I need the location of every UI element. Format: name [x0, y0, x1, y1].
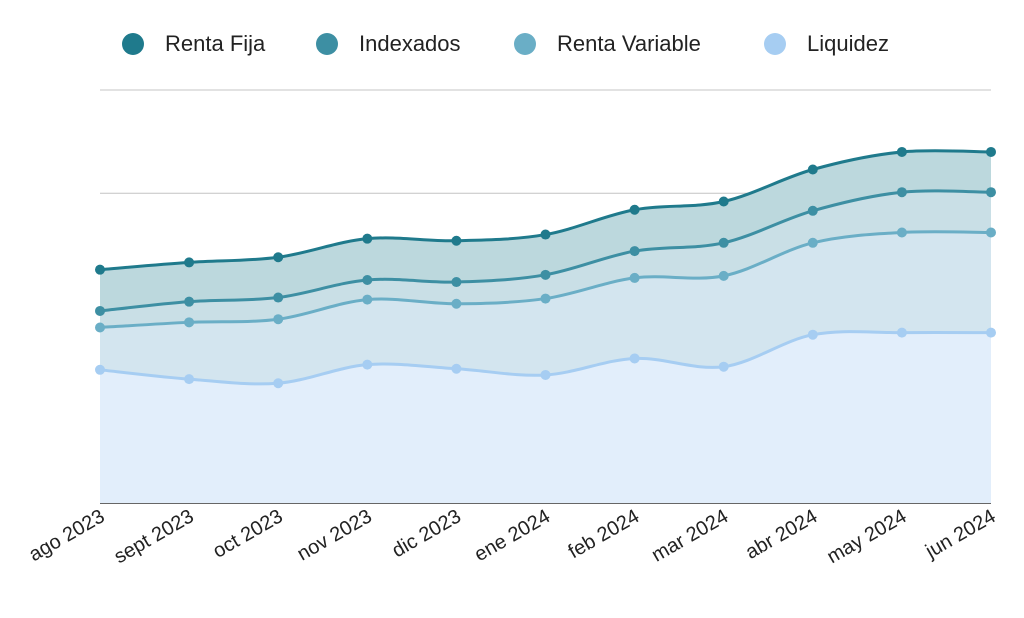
- legend-label: Renta Variable: [557, 31, 701, 56]
- x-tick-label: jun 2024: [921, 505, 999, 563]
- point: [451, 363, 462, 374]
- area: [100, 190, 991, 328]
- point: [95, 364, 105, 375]
- legend-label: Liquidez: [807, 31, 889, 56]
- point: [896, 187, 907, 198]
- point: [807, 237, 818, 248]
- x-tick-label: nov 2023: [294, 505, 376, 565]
- point: [273, 378, 284, 389]
- point: [184, 257, 195, 268]
- point: [896, 327, 907, 338]
- point: [896, 146, 907, 157]
- point: [184, 296, 195, 307]
- point: [184, 317, 195, 328]
- point: [807, 164, 818, 175]
- point: [718, 361, 729, 372]
- point: [273, 252, 284, 263]
- x-tick-label: ago 2023: [25, 505, 108, 566]
- point: [273, 314, 284, 325]
- point: [451, 277, 462, 288]
- x-tick-label: ene 2024: [471, 505, 554, 566]
- x-tick-label: may 2024: [823, 505, 910, 568]
- point: [362, 274, 373, 285]
- point: [718, 196, 729, 207]
- point: [362, 359, 373, 370]
- point: [629, 272, 640, 283]
- point: [986, 327, 996, 338]
- point: [362, 233, 373, 244]
- legend-label: Indexados: [359, 31, 461, 56]
- point: [718, 270, 729, 281]
- point: [718, 237, 729, 248]
- x-tick-label: abr 2024: [742, 505, 821, 564]
- legend-marker: [764, 33, 786, 55]
- point: [362, 294, 373, 305]
- point: [451, 235, 462, 246]
- point: [273, 292, 284, 303]
- x-tick-label: mar 2024: [648, 505, 732, 566]
- point: [451, 298, 462, 309]
- point: [95, 322, 105, 333]
- point: [540, 269, 551, 280]
- x-tick-label: feb 2024: [565, 505, 643, 563]
- point: [986, 146, 996, 157]
- legend-marker: [316, 33, 338, 55]
- point: [629, 204, 640, 215]
- point: [540, 293, 551, 304]
- x-tick-label: dic 2023: [388, 505, 464, 562]
- legend-marker: [122, 33, 144, 55]
- x-tick-label: sept 2023: [111, 505, 198, 568]
- point: [986, 187, 996, 198]
- point: [986, 227, 996, 238]
- point: [807, 205, 818, 216]
- point: [629, 246, 640, 257]
- legend-label: Renta Fija: [165, 31, 266, 56]
- point: [540, 229, 551, 240]
- area: [100, 150, 991, 311]
- x-tick-label: oct 2023: [209, 505, 286, 562]
- point: [95, 305, 105, 316]
- point: [184, 374, 195, 385]
- point: [807, 329, 818, 340]
- area: [100, 231, 991, 384]
- point: [540, 369, 551, 380]
- point: [95, 264, 105, 275]
- legend-marker: [514, 33, 536, 55]
- point: [629, 353, 640, 364]
- point: [896, 227, 907, 238]
